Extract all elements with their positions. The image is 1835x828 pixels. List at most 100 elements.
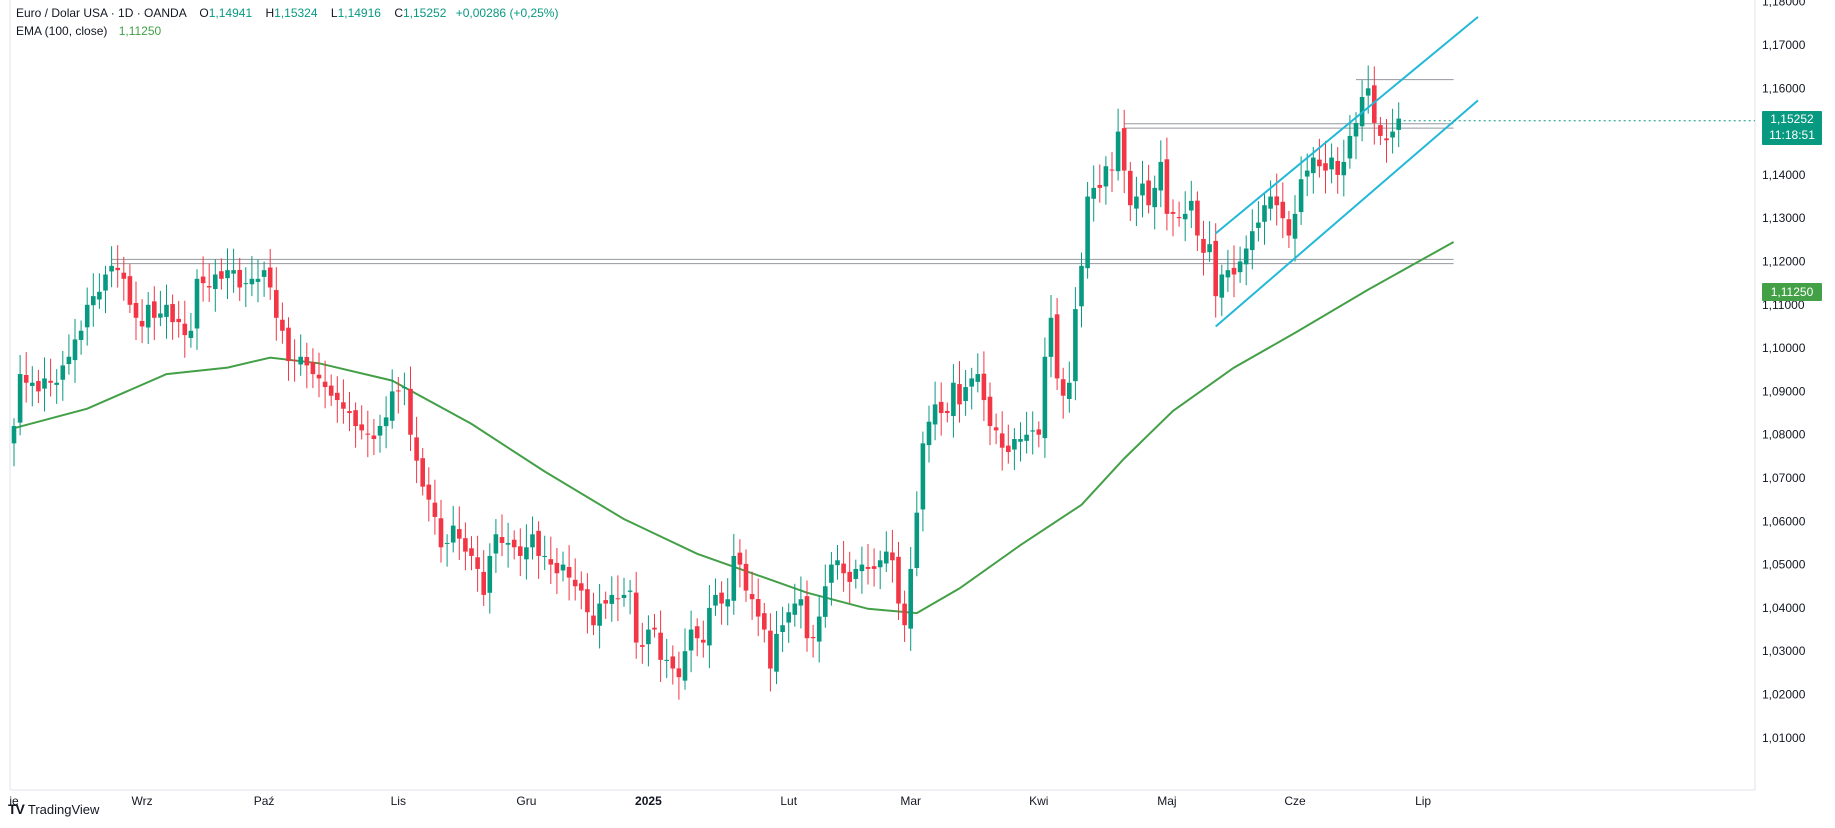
- open-label: O: [199, 6, 209, 20]
- y-tick-label: 1,04000: [1762, 601, 1806, 615]
- candle-body: [127, 276, 133, 305]
- candle-body: [1384, 138, 1389, 141]
- candle-body: [304, 357, 310, 366]
- candle-body: [170, 304, 175, 323]
- candle-body: [755, 599, 761, 617]
- tradingview-logo[interactable]: TV TradingView: [8, 801, 99, 817]
- ema-label: EMA (100, close): [16, 24, 108, 38]
- close-value: 1,15252: [402, 6, 447, 20]
- candle-body: [1134, 196, 1139, 209]
- x-tick-label: Lut: [780, 794, 797, 808]
- candle-body: [84, 304, 90, 328]
- y-tick-label: 1,08000: [1762, 428, 1806, 442]
- symbol-title[interactable]: Euro / Dolar USA · 1D · OANDA: [16, 6, 187, 20]
- candle-body: [810, 637, 816, 639]
- candle-body: [402, 387, 407, 389]
- low-label: L: [330, 6, 338, 20]
- candle-body: [633, 592, 639, 643]
- candle-body: [1207, 244, 1212, 253]
- candle-body: [48, 380, 53, 383]
- ema-price-badge: 1,11250: [1762, 283, 1822, 301]
- candle-body: [347, 411, 352, 414]
- candle-body: [743, 563, 749, 591]
- y-tick-label: 1,01000: [1762, 731, 1806, 745]
- candle-body: [719, 592, 724, 604]
- tradingview-icon: TV: [8, 801, 25, 817]
- close-label: C: [394, 6, 403, 20]
- candle-body: [78, 330, 84, 340]
- candle-body: [1365, 88, 1371, 96]
- candle-body: [188, 330, 194, 338]
- candle-body: [426, 484, 432, 500]
- candle-body: [1280, 201, 1286, 219]
- candle-body: [701, 639, 706, 643]
- candle-body: [524, 547, 529, 560]
- candle-body: [1140, 183, 1145, 196]
- x-tick-label: Paź: [254, 794, 275, 808]
- candle-body: [688, 629, 694, 651]
- change-value: +0,00286 (+0,25%): [455, 6, 559, 20]
- candle-body: [505, 542, 511, 545]
- x-tick-label: Wrz: [132, 794, 153, 808]
- legend-ema-row[interactable]: EMA (100, close) 1,11250: [16, 22, 558, 40]
- candle-body: [481, 571, 486, 595]
- candle-body: [182, 323, 188, 336]
- x-tick-label: 2025: [635, 794, 662, 808]
- candle-body: [670, 656, 676, 669]
- candle-body: [945, 410, 950, 414]
- candle-body: [1201, 238, 1206, 253]
- y-tick-label: 1,07000: [1762, 471, 1806, 485]
- candle-body: [816, 616, 822, 642]
- candle-body: [1170, 211, 1176, 214]
- x-tick-label: Mar: [900, 794, 921, 808]
- bar-countdown: 11:18:51: [1769, 128, 1815, 142]
- candle-body: [383, 417, 389, 427]
- candle-body: [30, 382, 35, 386]
- candle-body: [316, 374, 322, 379]
- candle-body: [969, 378, 974, 387]
- y-tick-label: 1,03000: [1762, 644, 1806, 658]
- candle-body: [1006, 445, 1011, 453]
- candle-body: [847, 571, 852, 582]
- candle-body: [993, 427, 999, 431]
- candle-body: [438, 518, 444, 548]
- candle-body: [1268, 196, 1273, 209]
- y-tick-label: 1,17000: [1762, 38, 1806, 52]
- candle-body: [1256, 222, 1261, 228]
- candle-body: [603, 600, 608, 604]
- y-tick-label: 1,16000: [1762, 81, 1806, 95]
- candle-body: [1292, 213, 1298, 239]
- candle-body: [615, 598, 621, 600]
- chart-legend: Euro / Dolar USA · 1D · OANDA O1,14941 H…: [16, 4, 558, 40]
- candle-body: [823, 586, 828, 617]
- candle-body: [841, 563, 846, 574]
- candle-body: [963, 387, 968, 402]
- candle-body: [999, 433, 1005, 448]
- candle-body: [560, 564, 566, 571]
- candle-body: [713, 594, 718, 606]
- candle-body: [23, 374, 29, 383]
- candle-body: [1152, 187, 1157, 208]
- candle-body: [389, 391, 395, 421]
- candle-body: [664, 659, 669, 661]
- candle-body: [200, 276, 206, 284]
- candle-body: [853, 568, 859, 579]
- ema-value: 1,11250: [118, 24, 162, 38]
- candle-body: [694, 626, 700, 639]
- candle-body: [609, 594, 615, 604]
- high-value: 1,15324: [274, 6, 318, 20]
- candle-body: [1298, 179, 1304, 213]
- y-tick-label: 1,05000: [1762, 558, 1806, 572]
- candle-body: [902, 603, 907, 626]
- y-tick-label: 1,10000: [1762, 341, 1806, 355]
- candle-body: [957, 384, 962, 405]
- candle-body: [548, 559, 554, 565]
- candle-body: [737, 552, 743, 565]
- x-tick-label: Lip: [1415, 794, 1431, 808]
- candle-body: [286, 327, 291, 362]
- candle-body: [920, 443, 926, 510]
- candle-body: [475, 557, 480, 569]
- candle-body: [274, 290, 279, 318]
- x-tick-label: Kwi: [1029, 794, 1048, 808]
